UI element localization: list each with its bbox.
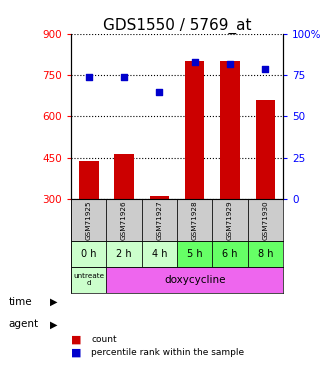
Text: 8 h: 8 h <box>258 249 273 259</box>
Point <box>157 88 162 94</box>
Point <box>121 74 127 80</box>
Title: GDS1550 / 5769_at: GDS1550 / 5769_at <box>103 18 251 34</box>
FancyBboxPatch shape <box>107 267 283 292</box>
Bar <box>185 62 205 199</box>
Text: GSM71926: GSM71926 <box>121 201 127 240</box>
Text: ▶: ▶ <box>50 320 57 329</box>
Bar <box>79 160 99 199</box>
FancyBboxPatch shape <box>177 242 213 267</box>
Text: 0 h: 0 h <box>81 249 97 259</box>
Bar <box>150 196 169 199</box>
Point <box>192 59 197 65</box>
FancyBboxPatch shape <box>142 242 177 267</box>
Bar <box>220 62 240 199</box>
Point <box>263 66 268 72</box>
Bar <box>256 100 275 199</box>
Text: untreate
d: untreate d <box>73 273 104 286</box>
FancyBboxPatch shape <box>177 199 213 242</box>
Text: GSM71925: GSM71925 <box>86 201 92 240</box>
Text: GSM71927: GSM71927 <box>157 201 163 240</box>
FancyBboxPatch shape <box>248 242 283 267</box>
FancyBboxPatch shape <box>213 199 248 242</box>
Text: GSM71929: GSM71929 <box>227 201 233 240</box>
Text: GSM71928: GSM71928 <box>192 201 198 240</box>
Text: GSM71930: GSM71930 <box>262 201 268 240</box>
FancyBboxPatch shape <box>248 199 283 242</box>
Text: agent: agent <box>8 320 38 329</box>
FancyBboxPatch shape <box>71 242 107 267</box>
Text: 5 h: 5 h <box>187 249 203 259</box>
Text: 6 h: 6 h <box>222 249 238 259</box>
FancyBboxPatch shape <box>213 242 248 267</box>
Text: percentile rank within the sample: percentile rank within the sample <box>91 348 244 357</box>
FancyBboxPatch shape <box>71 267 107 292</box>
Text: ■: ■ <box>71 348 82 357</box>
FancyBboxPatch shape <box>71 199 107 242</box>
Text: 2 h: 2 h <box>116 249 132 259</box>
FancyBboxPatch shape <box>142 199 177 242</box>
FancyBboxPatch shape <box>107 199 142 242</box>
Text: ■: ■ <box>71 334 82 344</box>
Text: count: count <box>91 335 117 344</box>
Text: 4 h: 4 h <box>152 249 167 259</box>
Text: doxycycline: doxycycline <box>164 275 225 285</box>
Text: ▶: ▶ <box>50 297 57 307</box>
Text: time: time <box>8 297 32 307</box>
Point <box>227 60 233 66</box>
Bar <box>115 154 134 199</box>
Point <box>86 74 91 80</box>
FancyBboxPatch shape <box>107 242 142 267</box>
